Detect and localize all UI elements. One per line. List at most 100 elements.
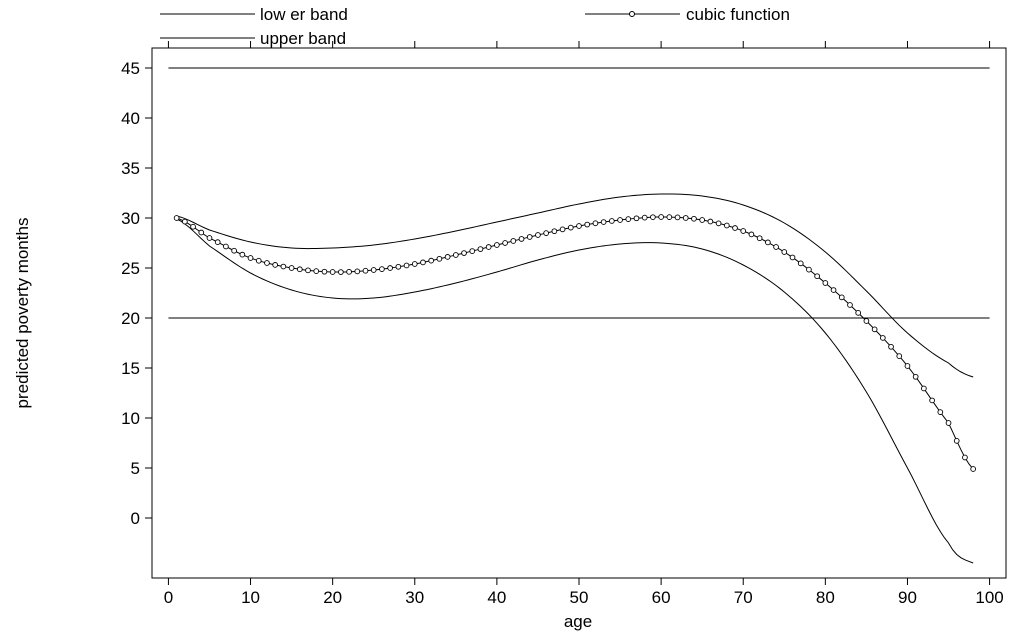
data-point-cubic-function (494, 242, 500, 248)
data-point-cubic-function (379, 266, 385, 272)
data-point-cubic-function (477, 246, 484, 252)
data-point-cubic-function (362, 267, 369, 274)
data-point-cubic-function (863, 318, 870, 324)
legend-label-lower-band: low er band (260, 5, 348, 24)
data-point-cubic-function (707, 218, 714, 225)
data-point-cubic-function (855, 309, 862, 316)
data-point-cubic-function (395, 263, 402, 270)
data-point-cubic-function (682, 215, 689, 221)
data-point-cubic-function (354, 268, 361, 275)
data-point-cubic-function (231, 247, 237, 254)
data-point-cubic-function (436, 255, 443, 262)
series-line-cubic-function (176, 216, 974, 470)
x-tick-label: 60 (652, 588, 671, 607)
data-point-cubic-function (173, 215, 180, 221)
data-point-cubic-function (830, 287, 837, 293)
data-point-cubic-function (937, 409, 944, 415)
data-point-cubic-function (773, 244, 779, 250)
data-point-cubic-function (633, 215, 640, 222)
data-point-cubic-function (288, 265, 295, 271)
y-tick-label: 40 (121, 109, 140, 128)
data-point-cubic-function (806, 266, 812, 273)
data-point-cubic-function (650, 214, 656, 221)
data-point-cubic-function (929, 397, 935, 404)
data-point-cubic-function (264, 260, 270, 266)
series-line-low-er-band (176, 218, 974, 564)
data-point-cubic-function (847, 302, 853, 308)
data-point-cubic-function (567, 224, 574, 231)
data-point-cubic-function (748, 231, 755, 238)
data-point-cubic-function (321, 268, 328, 275)
data-point-cubic-function (444, 254, 451, 260)
x-tick-label: 0 (164, 588, 173, 607)
x-tick-label: 40 (487, 588, 506, 607)
data-point-cubic-function (526, 234, 533, 240)
data-point-cubic-function (592, 220, 599, 227)
data-point-cubic-function (452, 252, 459, 258)
x-tick-label: 50 (570, 588, 589, 607)
y-tick-label: 5 (131, 459, 140, 478)
data-point-cubic-function (247, 255, 254, 261)
data-point-cubic-function (904, 363, 911, 369)
y-tick-label: 0 (131, 509, 140, 528)
data-point-cubic-function (411, 261, 418, 267)
x-tick-label: 90 (898, 588, 917, 607)
data-point-cubic-function (838, 294, 845, 301)
data-point-cubic-function (338, 269, 344, 275)
data-point-cubic-function (641, 214, 648, 221)
x-tick-label: 20 (323, 588, 342, 607)
data-point-cubic-function (296, 266, 303, 273)
data-point-cubic-function (617, 217, 623, 223)
data-point-cubic-function (370, 267, 377, 273)
data-point-cubic-function (822, 280, 829, 286)
series-layer (168, 67, 990, 564)
data-point-cubic-function (600, 219, 607, 225)
data-point-cubic-function (206, 235, 213, 241)
data-point-cubic-function (888, 343, 894, 350)
data-point-cubic-function (797, 260, 804, 267)
x-axis-ticks: 0 10 20 30 40 50 60 70 80 90 100 (164, 41, 1004, 607)
data-point-cubic-function (781, 249, 788, 255)
data-point-cubic-function (214, 239, 221, 246)
data-point-cubic-function (428, 257, 435, 264)
data-point-cubic-function (551, 228, 558, 235)
data-point-cubic-function (962, 454, 968, 461)
data-point-cubic-function (814, 273, 820, 280)
x-axis-title: age (564, 612, 592, 631)
data-point-cubic-function (182, 218, 188, 225)
data-point-cubic-function (190, 223, 196, 230)
data-point-cubic-function (272, 262, 279, 268)
plot-frame (151, 47, 1007, 579)
y-tick-label: 15 (121, 359, 140, 378)
data-point-cubic-function (912, 373, 919, 380)
data-point-cubic-function (387, 265, 393, 271)
x-tick-label: 70 (734, 588, 753, 607)
x-tick-label: 10 (241, 588, 260, 607)
data-point-cubic-function (765, 239, 771, 246)
data-point-cubic-function (740, 228, 747, 234)
data-point-cubic-function (945, 420, 952, 426)
y-tick-label: 20 (121, 309, 140, 328)
y-tick-label: 35 (121, 159, 140, 178)
y-tick-label: 10 (121, 409, 140, 428)
x-tick-label: 100 (975, 588, 1003, 607)
data-point-cubic-function (921, 385, 927, 392)
data-point-cubic-function (699, 217, 706, 223)
data-point-cubic-function (223, 243, 229, 250)
data-point-cubic-function (666, 214, 673, 220)
data-point-cubic-function (559, 226, 566, 233)
data-point-cubic-function (461, 250, 467, 256)
data-point-cubic-function (658, 214, 664, 220)
y-axis-title: predicted poverty months (13, 218, 32, 409)
legend-label-cubic-function: cubic function (686, 5, 790, 24)
data-point-cubic-function (518, 236, 525, 242)
data-point-cubic-function (789, 254, 796, 261)
x-tick-label: 30 (405, 588, 424, 607)
data-point-cubic-function (403, 262, 410, 269)
data-point-cubic-function (584, 221, 591, 228)
data-point-cubic-function (608, 218, 615, 224)
data-point-cubic-function (485, 244, 492, 250)
data-point-cubic-function (723, 222, 730, 229)
data-point-cubic-function (543, 230, 550, 236)
